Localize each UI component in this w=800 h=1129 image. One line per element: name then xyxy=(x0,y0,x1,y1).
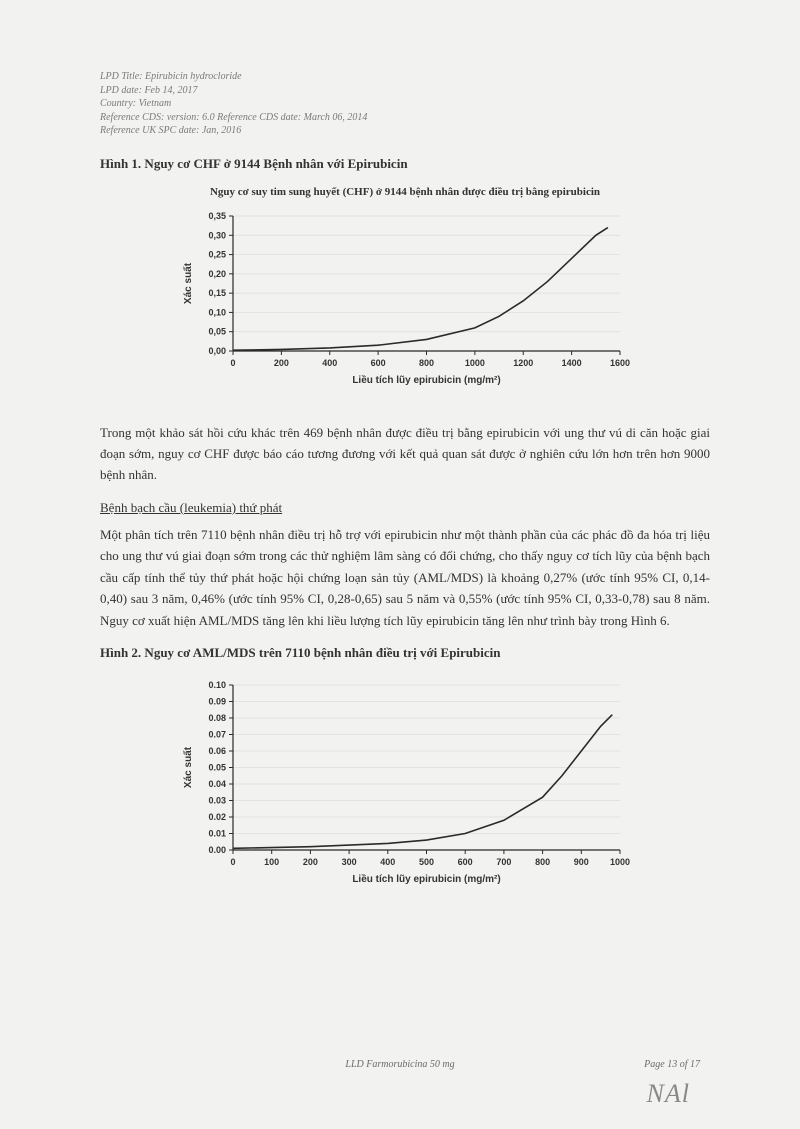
svg-text:0.01: 0.01 xyxy=(208,829,226,839)
svg-text:0.04: 0.04 xyxy=(208,779,226,789)
figure-2-title: Hình 2. Nguy cơ AML/MDS trên 7110 bệnh n… xyxy=(100,645,710,661)
svg-text:200: 200 xyxy=(303,857,318,867)
meta-line: LPD date: Feb 14, 2017 xyxy=(100,84,710,98)
figure-2-chart: 0.00 0.01 0.02 0.03 0.04 0.05 0.06 0.07 0.08 0.09… xyxy=(100,675,710,895)
section-heading-leukemia: Bệnh bạch cầu (leukemia) thứ phát xyxy=(100,500,710,516)
svg-text:500: 500 xyxy=(419,857,434,867)
svg-text:0,05: 0,05 xyxy=(208,326,226,336)
svg-text:400: 400 xyxy=(322,358,337,368)
svg-text:100: 100 xyxy=(264,857,279,867)
svg-text:Xác suất: Xác suất xyxy=(182,746,194,788)
svg-text:600: 600 xyxy=(458,857,473,867)
svg-text:0,30: 0,30 xyxy=(208,230,226,240)
signature-mark: NAl xyxy=(647,1079,690,1109)
svg-text:1200: 1200 xyxy=(513,358,533,368)
svg-text:1000: 1000 xyxy=(465,358,485,368)
svg-text:0,10: 0,10 xyxy=(208,307,226,317)
paragraph-2: Một phân tích trên 7110 bệnh nhân điều t… xyxy=(100,524,710,631)
footer-doc-name: LLD Farmorubicina 50 mg xyxy=(345,1059,454,1070)
svg-text:0.06: 0.06 xyxy=(208,746,226,756)
meta-line: Reference UK SPC date: Jan, 2016 xyxy=(100,124,710,138)
svg-text:600: 600 xyxy=(371,358,386,368)
svg-text:0.07: 0.07 xyxy=(208,730,226,740)
svg-text:Liều tích lũy epirubicin (mg/m: Liều tích lũy epirubicin (mg/m²) xyxy=(352,374,500,386)
figure-1-caption: Nguy cơ suy tim sung huyết (CHF) ở 9144 … xyxy=(100,186,710,198)
svg-text:Liều tích lũy epirubicin (mg/m: Liều tích lũy epirubicin (mg/m²) xyxy=(352,873,500,885)
paragraph-1: Trong một khảo sát hồi cứu khác trên 469… xyxy=(100,422,710,486)
svg-text:0.09: 0.09 xyxy=(208,697,226,707)
svg-text:800: 800 xyxy=(419,358,434,368)
svg-text:0,00: 0,00 xyxy=(208,346,226,356)
svg-text:Xác suất: Xác suất xyxy=(182,262,194,304)
svg-text:700: 700 xyxy=(496,857,511,867)
svg-text:200: 200 xyxy=(274,358,289,368)
svg-text:0.08: 0.08 xyxy=(208,713,226,723)
svg-text:400: 400 xyxy=(380,857,395,867)
document-metadata: LPD Title: Epirubicin hydrocloride LPD d… xyxy=(100,70,710,138)
meta-line: Reference CDS: version: 6.0 Reference CD… xyxy=(100,111,710,125)
figure-1-title: Hình 1. Nguy cơ CHF ở 9144 Bệnh nhân với… xyxy=(100,156,710,172)
meta-line: Country: Vietnam xyxy=(100,97,710,111)
svg-text:1600: 1600 xyxy=(610,358,630,368)
svg-text:0.05: 0.05 xyxy=(208,763,226,773)
svg-text:0: 0 xyxy=(230,358,235,368)
svg-text:0,35: 0,35 xyxy=(208,211,226,221)
svg-text:300: 300 xyxy=(342,857,357,867)
svg-text:800: 800 xyxy=(535,857,550,867)
svg-text:1000: 1000 xyxy=(610,857,630,867)
svg-text:900: 900 xyxy=(574,857,589,867)
svg-text:0: 0 xyxy=(230,857,235,867)
svg-text:0,25: 0,25 xyxy=(208,249,226,259)
svg-text:1400: 1400 xyxy=(562,358,582,368)
svg-text:0,20: 0,20 xyxy=(208,268,226,278)
svg-text:0.02: 0.02 xyxy=(208,812,226,822)
footer-page-number: Page 13 of 17 xyxy=(644,1059,700,1070)
meta-line: LPD Title: Epirubicin hydrocloride xyxy=(100,70,710,84)
figure-1-chart: 0,00 0,05 0,10 0,15 0,20 0,25 0,30 0,35 0 200 400 6… xyxy=(100,206,710,396)
svg-text:0.03: 0.03 xyxy=(208,796,226,806)
svg-text:0.00: 0.00 xyxy=(208,845,226,855)
svg-text:0,15: 0,15 xyxy=(208,288,226,298)
svg-text:0.10: 0.10 xyxy=(208,680,226,690)
